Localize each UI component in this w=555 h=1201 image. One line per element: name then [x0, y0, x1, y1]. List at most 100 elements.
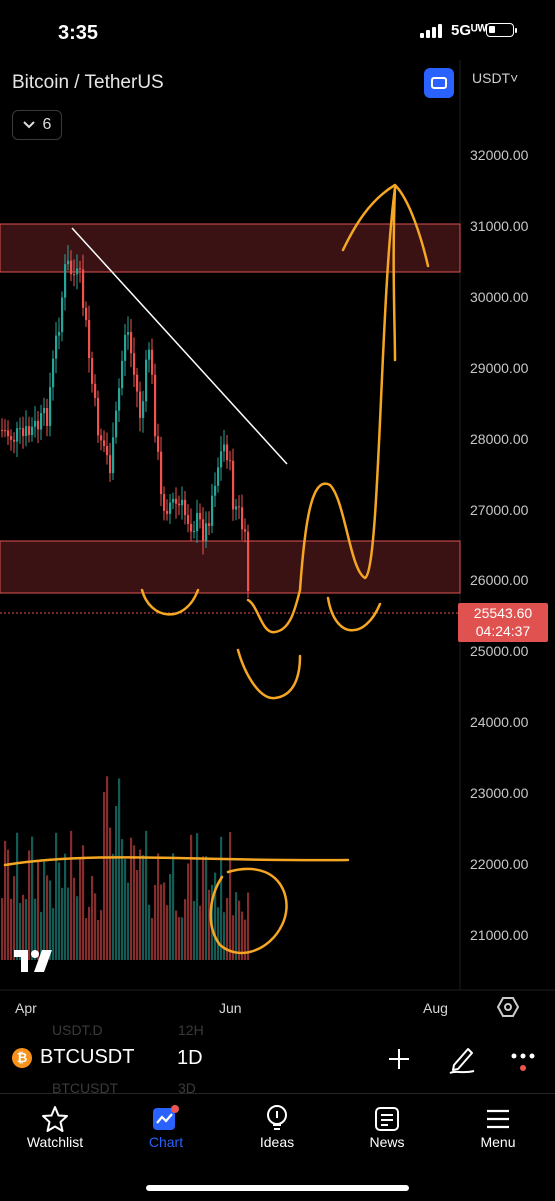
candle [46, 408, 49, 426]
draw-tool-icon[interactable] [448, 1043, 476, 1075]
hamburger-icon [487, 1109, 509, 1129]
candle [109, 455, 112, 474]
interval-toggle[interactable]: 6 [12, 110, 62, 140]
candle [85, 307, 88, 321]
volume-bar [232, 915, 235, 960]
candle [193, 531, 196, 533]
volume-bar [133, 845, 136, 960]
candle [205, 523, 208, 541]
price-tick: 26000.00 [470, 572, 529, 588]
candle [157, 436, 160, 452]
candle [154, 374, 157, 437]
candle [166, 510, 169, 514]
candle [184, 499, 187, 516]
price-tick: 28000.00 [470, 431, 529, 447]
volume-bar [28, 850, 31, 960]
volume-bar [103, 791, 106, 960]
settings-icon[interactable] [497, 996, 519, 1018]
volume-bar [205, 856, 208, 960]
volume-bar [172, 853, 175, 960]
candle [52, 358, 55, 388]
candle [100, 435, 103, 441]
volume-bar [247, 892, 250, 960]
bar-countdown: 04:24:37 [475, 623, 531, 639]
volume-bar [142, 855, 145, 960]
tab-watchlist[interactable]: Watchlist [10, 1104, 100, 1150]
candles [1, 245, 250, 598]
candle [160, 451, 163, 495]
volume-bar [82, 845, 85, 960]
candle [130, 332, 133, 354]
candle [73, 274, 76, 276]
lightbulb-icon [267, 1105, 287, 1130]
candle [34, 420, 37, 427]
last-price-tag: 25543.60 04:24:37 [458, 603, 548, 642]
volume-bar [97, 919, 100, 960]
candle [169, 502, 172, 514]
candle [61, 297, 64, 333]
candle [181, 499, 184, 506]
tab-news[interactable]: News [342, 1104, 432, 1150]
symbol-selector[interactable]: ₿ BTCUSDT [12, 1046, 134, 1069]
volume-bar [88, 906, 91, 960]
candle [19, 428, 22, 430]
bitcoin-icon: ₿ [12, 1047, 32, 1068]
candle [142, 401, 145, 418]
volume-bar [241, 911, 244, 960]
volume-bar [25, 899, 28, 960]
network-label: 5Gᵁᵂ [451, 22, 488, 39]
volume-bar [43, 861, 46, 960]
timeframe-selector[interactable]: 1D [177, 1047, 203, 1069]
candle [40, 413, 43, 430]
candle [208, 523, 211, 526]
candle [214, 485, 217, 496]
volume-bar [13, 876, 16, 960]
volume-bar [244, 919, 247, 960]
volume-bar [34, 898, 37, 960]
volume-bar [163, 882, 166, 960]
interval-count: 6 [42, 116, 52, 133]
currency-selector[interactable]: USDT˅ [472, 70, 519, 86]
volume-bar [73, 877, 76, 960]
candle [7, 430, 10, 437]
volume-bar [22, 894, 25, 960]
date-tick: Apr [15, 1000, 37, 1016]
volume-bar [169, 874, 172, 960]
candle [67, 260, 70, 265]
symbol-title[interactable]: Bitcoin / TetherUS [12, 72, 164, 93]
volume-bar [187, 863, 190, 960]
candle [64, 264, 67, 298]
tab-menu[interactable]: Menu [453, 1104, 543, 1150]
more-options-icon[interactable] [510, 1051, 538, 1075]
candle [238, 506, 241, 508]
volume-bar [223, 912, 226, 960]
add-icon[interactable] [387, 1047, 411, 1071]
volume-bar [226, 898, 229, 960]
volume-bars [1, 776, 250, 960]
volume-bar [160, 884, 163, 960]
tab-chart[interactable]: Chart [121, 1104, 211, 1150]
candle [43, 408, 46, 414]
candle [244, 529, 247, 532]
candle [211, 495, 214, 526]
candle [79, 268, 82, 270]
fullscreen-button[interactable] [424, 68, 454, 98]
candle [151, 349, 154, 375]
candle [16, 428, 19, 442]
volume-bar [91, 876, 94, 960]
volume-bar [112, 853, 115, 960]
candle [4, 430, 7, 432]
candle [115, 410, 118, 438]
volume-bar [238, 900, 241, 960]
volume-bar [31, 836, 34, 960]
volume-bar [40, 911, 43, 960]
tab-ideas[interactable]: Ideas [232, 1104, 322, 1150]
candle [124, 334, 127, 361]
price-tick: 22000.00 [470, 856, 529, 872]
volume-bar [16, 832, 19, 960]
candle [226, 444, 229, 461]
candle [91, 358, 94, 384]
price-tick: 32000.00 [470, 147, 529, 163]
candle [190, 523, 193, 532]
